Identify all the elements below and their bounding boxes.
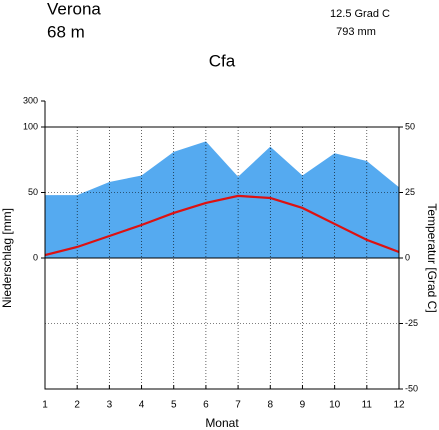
station: Verona	[47, 0, 101, 18]
y2-axis-label: Temperatur [Grad C]	[425, 203, 439, 312]
mean-temperature: 12.5 Grad C	[330, 8, 390, 20]
x-tick-label: 12	[393, 400, 405, 411]
temperature-line	[44, 194, 400, 257]
x-tick-label: 5	[171, 400, 177, 411]
x-tick-label: 2	[74, 400, 80, 411]
x-tick-label: 7	[235, 400, 241, 411]
annual-precipitation: 793 mm	[336, 26, 376, 38]
y2-tick-label: 50	[405, 121, 415, 131]
y2-tick-label: 25	[405, 187, 415, 197]
x-tick-label: 6	[203, 400, 209, 411]
y-axis-label: Niederschlag [mm]	[0, 208, 14, 308]
elevation: 68 m	[47, 22, 85, 41]
x-tick-label: 4	[139, 400, 145, 411]
x-tick-label: 3	[107, 400, 113, 411]
y2-tick-label: -25	[405, 318, 418, 328]
x-axis-label: Monat	[205, 416, 239, 430]
x-tick-label: 11	[362, 400, 373, 411]
x-tick-label: 1	[42, 400, 48, 411]
x-tick-label: 8	[267, 400, 273, 411]
y2-tick-label: -50	[405, 383, 418, 393]
chart-title: Cfa	[209, 51, 236, 70]
y-tick-label: 300	[23, 95, 38, 105]
x-tick-label: 10	[329, 400, 341, 411]
x-tick-label: 9	[300, 400, 306, 411]
y2-tick-label: 0	[405, 252, 410, 262]
y-tick-label: 50	[28, 187, 38, 197]
y-tick-label: 0	[33, 252, 38, 262]
y-tick-label: 100	[23, 121, 38, 131]
